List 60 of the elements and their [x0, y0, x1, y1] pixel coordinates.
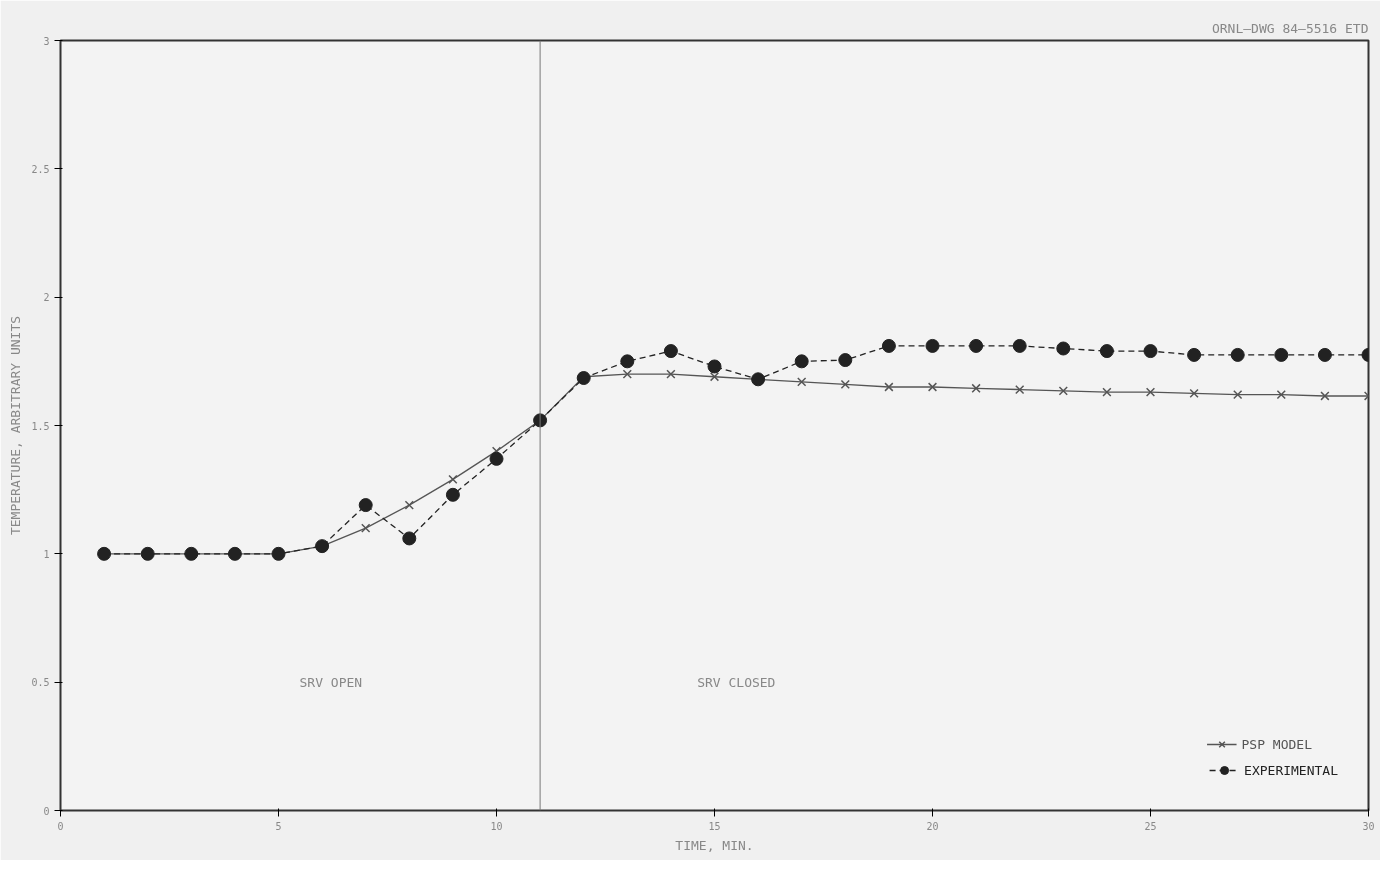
point [1233, 390, 1243, 400]
annotation: SRV OPEN [299, 674, 363, 690]
y-tick-label: 1.5 [31, 420, 50, 432]
y-tick-label: 1 [43, 548, 50, 560]
point [1189, 388, 1199, 399]
point [1276, 390, 1286, 400]
point [1145, 387, 1156, 397]
point [358, 498, 373, 513]
x-tick-label: 10 [490, 820, 503, 832]
point [1012, 338, 1027, 353]
x-tick-label: 20 [926, 820, 939, 832]
y-axis-title: TEMPERATURE, ARBITRARY UNITS [8, 315, 24, 536]
y-tick-label: 0.5 [31, 677, 50, 689]
point [402, 531, 417, 546]
point [969, 338, 984, 353]
point [1058, 386, 1068, 396]
x-tick-label: 30 [1362, 820, 1375, 832]
text: ORNL–DWG 84–5516 ETD [1211, 20, 1369, 36]
y-tick-label: 2 [43, 292, 50, 304]
x-tick-label: 25 [1144, 820, 1157, 832]
point [925, 338, 940, 353]
point [840, 379, 850, 390]
point [709, 372, 720, 382]
point [448, 474, 458, 485]
legend-label: PSP MODEL [1241, 736, 1312, 752]
point [1320, 391, 1330, 401]
point [1102, 387, 1112, 397]
point [1015, 384, 1025, 395]
y-tick-label: 0 [43, 805, 50, 817]
x-tick-label: 5 [275, 820, 282, 832]
point [707, 359, 722, 374]
point [361, 523, 371, 533]
point [838, 353, 853, 368]
point [1274, 347, 1289, 362]
point [663, 344, 678, 359]
x-tick-label: 15 [708, 820, 721, 832]
point [794, 354, 809, 369]
point [797, 377, 807, 387]
point [620, 354, 635, 369]
point [622, 369, 632, 379]
point [971, 383, 981, 393]
point [445, 487, 460, 502]
point [1099, 344, 1114, 359]
point [881, 338, 896, 353]
point [1187, 347, 1202, 362]
x-axis-title: TIME, MIN. [675, 837, 754, 853]
annotation: SRV CLOSED [697, 674, 776, 690]
x-tick-label: 0 [57, 820, 64, 832]
point [884, 382, 894, 392]
y-tick-label: 2.5 [31, 163, 50, 175]
point [1143, 344, 1158, 359]
point [489, 451, 504, 466]
point [1056, 341, 1071, 356]
point [404, 500, 414, 510]
point [927, 382, 938, 392]
legend-label: EXPERIMENTAL [1244, 762, 1338, 778]
point [1317, 347, 1332, 362]
point [1230, 347, 1245, 362]
point [666, 369, 676, 379]
y-tick-label: 3 [43, 35, 50, 47]
